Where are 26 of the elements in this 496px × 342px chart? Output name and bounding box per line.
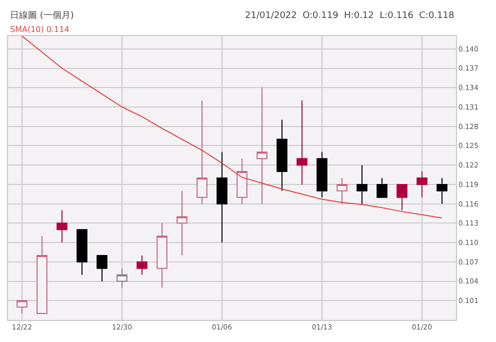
candlestick: [116, 268, 128, 288]
candlestick: [336, 178, 348, 204]
candlestick: [296, 100, 308, 185]
candlestick: [276, 119, 288, 192]
candlestick: [356, 164, 368, 204]
candlestick: [76, 229, 88, 276]
candlestick: [176, 190, 188, 256]
candlestick: [156, 222, 168, 288]
candlestick: [256, 87, 268, 204]
candlestick: [376, 178, 388, 198]
line-series: [22, 36, 442, 219]
candlestick: [196, 100, 208, 204]
series-label: SMA(10) 0.114: [10, 25, 70, 34]
candlestick: [396, 184, 408, 211]
text: 日線圖 (一個月): [10, 10, 74, 21]
candlestick: [436, 178, 448, 204]
text: 21/01/2022 O:0.119 H:0.12 L:0.116 C:0.118: [245, 11, 454, 21]
candlestick: [136, 254, 148, 276]
candlestick: [316, 152, 328, 198]
candlestick: [36, 236, 48, 314]
candlestick: [96, 254, 108, 282]
candlestick: [216, 152, 228, 244]
candlestick: [16, 300, 28, 314]
candlestick: [416, 171, 428, 198]
candlestick: [236, 158, 248, 204]
candlestick: [56, 210, 68, 244]
